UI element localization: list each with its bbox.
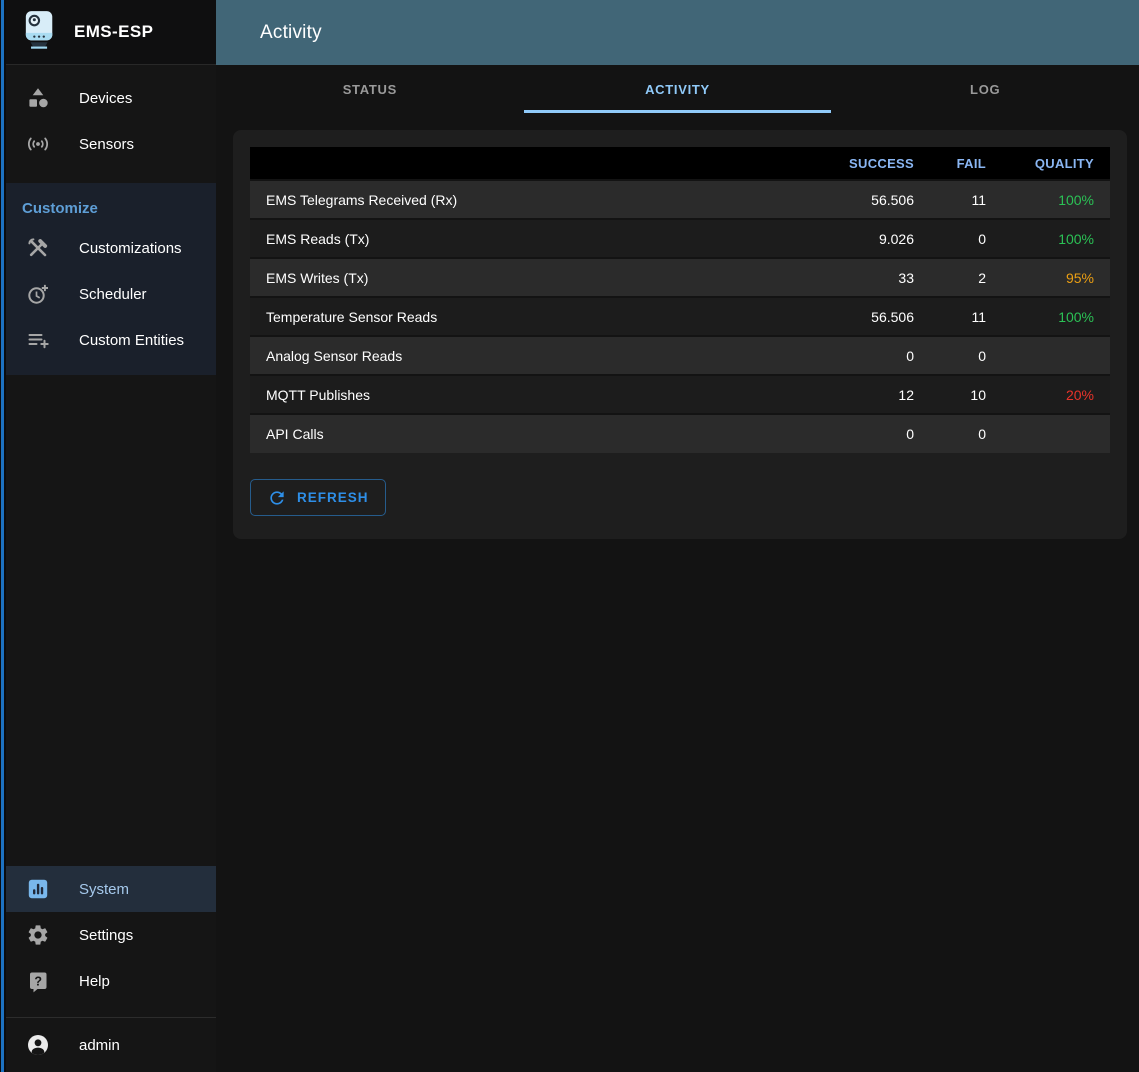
success-value: 12	[818, 374, 930, 414]
fail-value: 0	[930, 413, 1002, 453]
fail-value: 0	[930, 218, 1002, 258]
quality-value: 100%	[1002, 179, 1110, 219]
success-value: 0	[818, 413, 930, 453]
activity-card: SUCCESS FAIL QUALITY EMS Telegrams Recei…	[233, 130, 1127, 539]
quality-value: 100%	[1002, 218, 1110, 258]
playlist-add-icon	[26, 328, 50, 352]
sidebar-item-sensors[interactable]: Sensors	[6, 121, 216, 167]
fail-value: 0	[930, 335, 1002, 375]
fail-value: 10	[930, 374, 1002, 414]
sidebar-item-label: Sensors	[79, 135, 135, 153]
sidebar-item-customizations[interactable]: Customizations	[6, 225, 216, 271]
sidebar: EMS-ESP Devices	[6, 0, 216, 1072]
column-header-fail: FAIL	[930, 147, 1002, 180]
page-title: Activity	[260, 21, 322, 43]
success-value: 33	[818, 257, 930, 297]
sidebar-user-label: admin	[79, 1036, 120, 1054]
fail-value: 11	[930, 296, 1002, 336]
table-row: EMS Reads (Tx) 9.026 0 100%	[250, 218, 1110, 258]
account-circle-icon	[26, 1033, 50, 1057]
refresh-icon	[267, 488, 287, 508]
refresh-button[interactable]: REFRESH	[250, 479, 386, 516]
sidebar-item-scheduler[interactable]: Scheduler	[6, 271, 216, 317]
metric-name: EMS Writes (Tx)	[250, 257, 818, 297]
quality-value: 20%	[1002, 374, 1110, 414]
quality-value: 95%	[1002, 257, 1110, 297]
activity-table: SUCCESS FAIL QUALITY EMS Telegrams Recei…	[250, 147, 1110, 453]
refresh-button-label: REFRESH	[297, 490, 369, 505]
sidebar-item-system[interactable]: System	[6, 866, 216, 912]
quality-value: 100%	[1002, 296, 1110, 336]
category-icon	[26, 86, 50, 110]
quality-value	[1002, 335, 1110, 375]
table-row: API Calls 0 0	[250, 413, 1110, 453]
analytics-icon	[26, 877, 50, 901]
more-time-icon	[26, 282, 50, 306]
boiler-logo-icon	[23, 8, 57, 57]
sidebar-item-settings[interactable]: Settings	[6, 912, 216, 958]
success-value: 56.506	[818, 179, 930, 219]
table-row: Analog Sensor Reads 0 0	[250, 335, 1110, 375]
sidebar-item-label: Customizations	[79, 239, 182, 257]
metric-name: EMS Telegrams Received (Rx)	[250, 179, 818, 219]
tab-log[interactable]: LOG	[970, 81, 1001, 97]
app-title: EMS-ESP	[74, 22, 154, 41]
table-row: EMS Telegrams Received (Rx) 56.506 11 10…	[250, 179, 1110, 219]
gear-icon	[26, 923, 50, 947]
construction-icon	[26, 236, 50, 260]
metric-name: Analog Sensor Reads	[250, 335, 818, 375]
sidebar-item-label: Settings	[79, 926, 134, 944]
sidebar-item-custom-entities[interactable]: Custom Entities	[6, 317, 216, 363]
tab-status[interactable]: STATUS	[342, 81, 397, 97]
customize-heading: Customize	[22, 200, 98, 217]
sidebar-item-label: Custom Entities	[79, 331, 185, 349]
fail-value: 11	[930, 179, 1002, 219]
table-row: Temperature Sensor Reads 56.506 11 100%	[250, 296, 1110, 336]
tab-activity[interactable]: ACTIVITY	[523, 65, 832, 113]
success-value: 0	[818, 335, 930, 375]
metric-name: MQTT Publishes	[250, 374, 818, 414]
table-header-row: SUCCESS FAIL QUALITY	[250, 147, 1110, 180]
help-icon: ?	[26, 969, 50, 993]
sidebar-item-help[interactable]: ? Help	[6, 958, 216, 1004]
window-left-edge	[0, 0, 6, 1072]
column-header-success: SUCCESS	[818, 147, 930, 180]
sidebar-item-label: System	[79, 880, 130, 898]
sensors-icon	[26, 132, 50, 156]
table-row: MQTT Publishes 12 10 20%	[250, 374, 1110, 414]
metric-name: API Calls	[250, 413, 818, 453]
column-header-name	[250, 147, 818, 180]
sidebar-item-label: Help	[79, 972, 110, 990]
sidebar-spacer	[6, 375, 216, 866]
tabbar: STATUS ACTIVITY LOG	[216, 65, 1139, 113]
window-left-edge-accent	[1, 0, 4, 1072]
sidebar-item-devices[interactable]: Devices	[6, 75, 216, 121]
sidebar-item-label: Devices	[79, 89, 133, 107]
column-header-quality: QUALITY	[1002, 147, 1110, 180]
table-row: EMS Writes (Tx) 33 2 95%	[250, 257, 1110, 297]
svg-text:?: ?	[34, 974, 42, 988]
metric-name: EMS Reads (Tx)	[250, 218, 818, 258]
sidebar-customize-section: Customize Customizations	[6, 183, 216, 375]
sidebar-item-label: Scheduler	[79, 285, 147, 303]
sidebar-primary-group: Devices Sensors	[6, 65, 216, 167]
success-value: 56.506	[818, 296, 930, 336]
metric-name: Temperature Sensor Reads	[250, 296, 818, 336]
appbar: Activity	[216, 0, 1139, 65]
sidebar-user-admin[interactable]: admin	[6, 1018, 216, 1072]
sidebar-header: EMS-ESP	[6, 0, 216, 65]
success-value: 9.026	[818, 218, 930, 258]
sidebar-divider	[6, 1017, 216, 1018]
fail-value: 2	[930, 257, 1002, 297]
main-content: Activity STATUS ACTIVITY LOG SUCCESS FAI…	[216, 0, 1139, 1072]
quality-value	[1002, 413, 1110, 453]
